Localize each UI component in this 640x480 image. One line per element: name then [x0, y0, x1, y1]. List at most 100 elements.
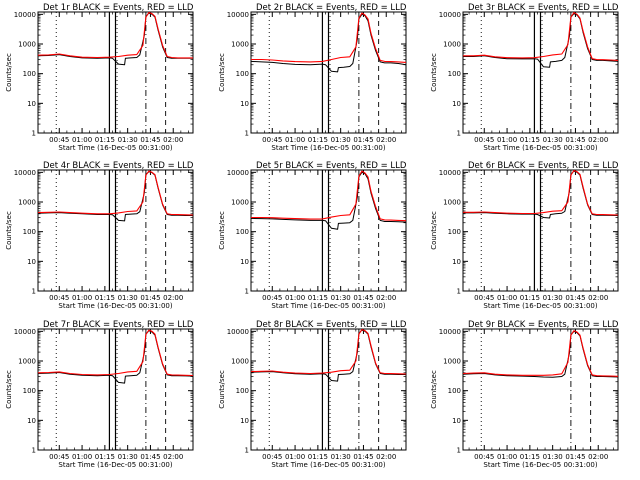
- y-tick-label: 10000: [439, 11, 461, 19]
- plot-frame: [462, 328, 619, 451]
- x-tick-label: 01:30: [118, 136, 138, 144]
- x-tick-label: 00:45: [49, 294, 69, 302]
- x-tick-label: 02:00: [588, 294, 608, 302]
- y-tick-label: 10000: [14, 169, 36, 177]
- y-tick-label: 1000: [231, 199, 249, 207]
- series-lld: [37, 170, 194, 216]
- x-tick-label: 01:15: [308, 294, 328, 302]
- series-lld: [463, 169, 619, 216]
- x-tick-label: 00:45: [262, 136, 282, 144]
- y-tick-label: 100: [236, 70, 249, 78]
- x-tick-label: 01:00: [72, 136, 92, 144]
- y-tick-label: 100: [448, 70, 461, 78]
- x-tick-label: 02:00: [588, 136, 608, 144]
- x-tick-label: 00:45: [474, 294, 494, 302]
- x-tick-label: 00:45: [49, 453, 69, 461]
- x-tick-label: 01:45: [140, 136, 160, 144]
- series-lld: [251, 170, 407, 222]
- x-tick-label: 00:45: [262, 453, 282, 461]
- panel-det3: Det 3r BLACK = Events, RED = LLD 1 10 100 10…: [430, 3, 619, 152]
- y-tick-label: 10: [27, 258, 36, 266]
- x-tick-label: 01:30: [331, 453, 351, 461]
- x-tick-label: 01:15: [308, 453, 328, 461]
- x-tick-label: 01:45: [353, 453, 373, 461]
- x-tick-label: 01:30: [543, 294, 563, 302]
- x-axis-label: Start Time (16-Dec-05 00:31:00): [483, 302, 597, 310]
- y-tick-label: 1: [245, 288, 249, 296]
- x-tick-label: 02:00: [376, 294, 396, 302]
- x-tick-label: 01:00: [72, 294, 92, 302]
- panel-title: Det 8r BLACK = Events, RED = LLD: [256, 320, 407, 330]
- x-tick-label: 01:15: [95, 453, 115, 461]
- x-tick-label: 01:45: [565, 294, 585, 302]
- y-tick-label: 10: [452, 100, 461, 108]
- y-tick-label: 10: [240, 258, 249, 266]
- panel-det6: Det 6r BLACK = Events, RED = LLD 1 10 100 10…: [430, 161, 619, 310]
- series-lld: [462, 330, 619, 377]
- y-tick-label: 1: [457, 447, 461, 455]
- panel-title: Det 9r BLACK = Events, RED = LLD: [468, 320, 619, 330]
- x-axis-label: Start Time (16-Dec-05 00:31:00): [483, 461, 597, 469]
- x-axis-label: Start Time (16-Dec-05 00:31:00): [271, 144, 385, 152]
- y-tick-label: 10000: [227, 11, 249, 19]
- y-tick-label: 1: [245, 447, 249, 455]
- x-axis-label: Start Time (16-Dec-05 00:31:00): [58, 302, 172, 310]
- x-axis-label: Start Time (16-Dec-05 00:31:00): [483, 144, 597, 152]
- y-tick-label: 100: [448, 228, 461, 236]
- x-tick-label: 00:45: [49, 136, 69, 144]
- x-tick-label: 02:00: [163, 453, 183, 461]
- y-tick-label: 10000: [227, 169, 249, 177]
- y-tick-label: 10000: [227, 328, 249, 336]
- x-tick-label: 01:00: [497, 453, 517, 461]
- y-tick-label: 100: [23, 228, 36, 236]
- x-tick-label: 01:45: [140, 294, 160, 302]
- panel-det7: Det 7r BLACK = Events, RED = LLD 1 10 100 10…: [5, 320, 194, 469]
- x-tick-label: 01:15: [95, 294, 115, 302]
- x-tick-label: 01:15: [520, 136, 540, 144]
- y-tick-label: 100: [23, 387, 36, 395]
- y-tick-label: 100: [23, 70, 36, 78]
- x-tick-label: 01:30: [543, 453, 563, 461]
- x-tick-label: 01:00: [285, 136, 305, 144]
- y-tick-label: 10000: [14, 328, 36, 336]
- panel-det8: Det 8r BLACK = Events, RED = LLD 1 10 100 10…: [218, 320, 407, 469]
- series-lld: [37, 11, 193, 59]
- x-tick-label: 01:45: [353, 294, 373, 302]
- x-tick-label: 02:00: [163, 294, 183, 302]
- y-tick-label: 10: [240, 100, 249, 108]
- y-tick-label: 100: [448, 387, 461, 395]
- y-tick-label: 10000: [439, 169, 461, 177]
- series-lld: [251, 12, 407, 63]
- x-tick-label: 02:00: [588, 453, 608, 461]
- y-tick-label: 1: [32, 447, 36, 455]
- x-tick-label: 01:15: [95, 136, 115, 144]
- panel-title: Det 2r BLACK = Events, RED = LLD: [256, 3, 407, 13]
- x-axis-label: Start Time (16-Dec-05 00:31:00): [58, 144, 172, 152]
- series-lld: [463, 11, 619, 61]
- x-tick-label: 01:30: [543, 136, 563, 144]
- y-axis-label: Counts/sec: [5, 53, 13, 92]
- x-tick-label: 01:45: [565, 453, 585, 461]
- y-tick-label: 100: [236, 228, 249, 236]
- y-tick-label: 1000: [443, 199, 461, 207]
- panel-title: Det 3r BLACK = Events, RED = LLD: [468, 3, 619, 13]
- y-axis-label: Counts/sec: [430, 53, 438, 92]
- y-tick-label: 10: [452, 258, 461, 266]
- y-tick-label: 1: [457, 288, 461, 296]
- x-tick-label: 01:30: [118, 453, 138, 461]
- x-tick-label: 01:30: [118, 294, 138, 302]
- x-tick-label: 01:15: [520, 453, 540, 461]
- y-axis-label: Counts/sec: [5, 370, 13, 409]
- x-axis-label: Start Time (16-Dec-05 00:31:00): [58, 461, 172, 469]
- y-tick-label: 10000: [14, 11, 36, 19]
- x-tick-label: 01:15: [520, 294, 540, 302]
- x-tick-label: 01:00: [497, 136, 517, 144]
- y-tick-label: 1000: [443, 358, 461, 366]
- x-axis-label: Start Time (16-Dec-05 00:31:00): [271, 302, 385, 310]
- y-tick-label: 1000: [231, 358, 249, 366]
- y-tick-label: 1: [457, 130, 461, 138]
- x-tick-label: 02:00: [376, 453, 396, 461]
- series-events: [250, 171, 407, 230]
- y-axis-label: Counts/sec: [430, 211, 438, 250]
- x-tick-label: 01:00: [285, 294, 305, 302]
